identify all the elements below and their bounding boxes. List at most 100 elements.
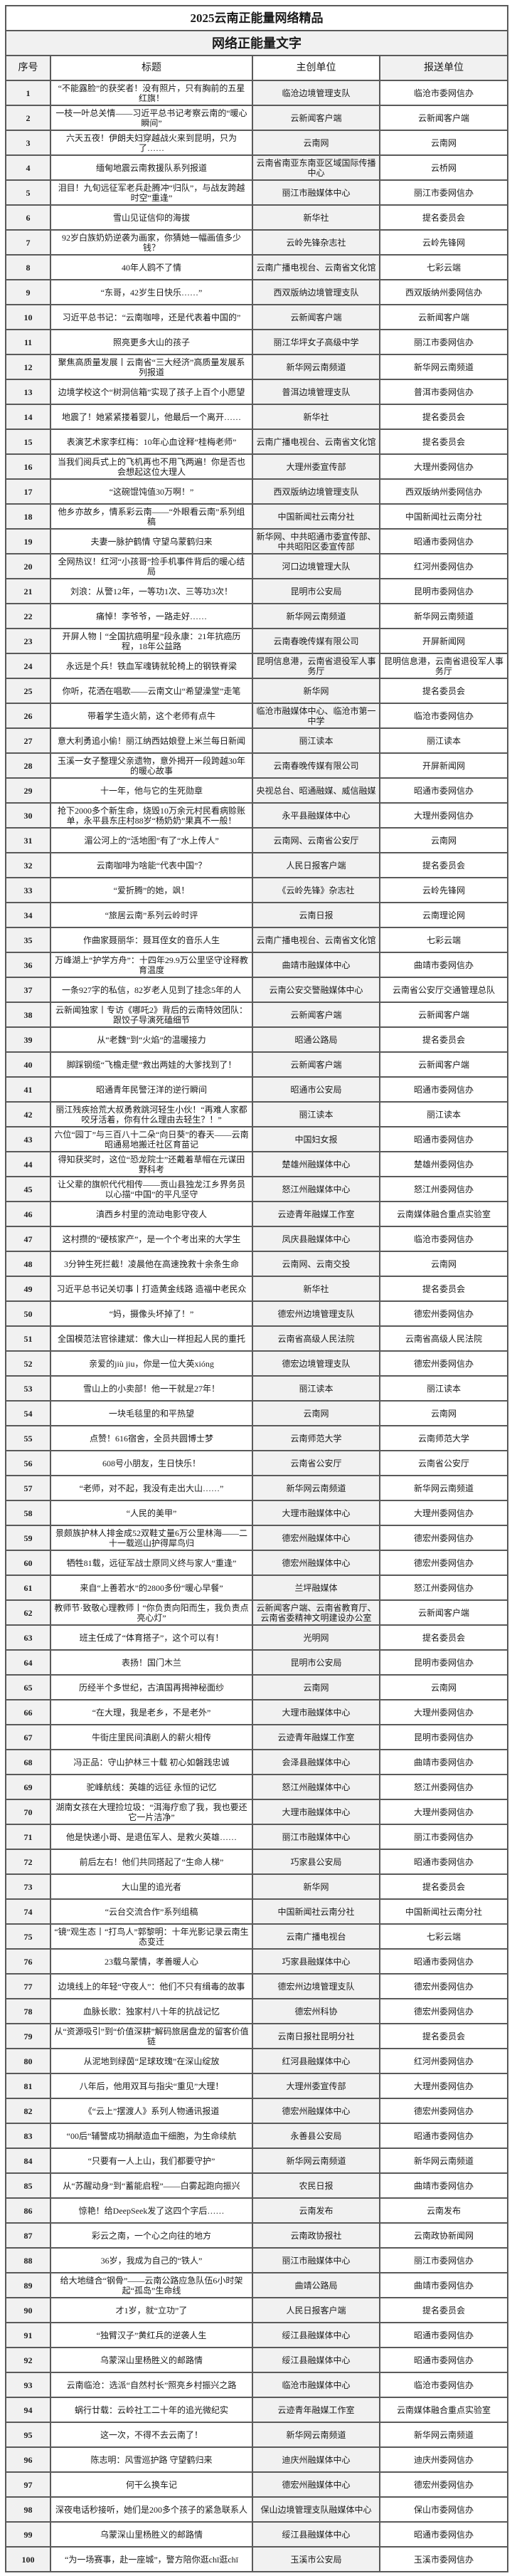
table-row: 75 “镜”观生态丨“打鸟人”郭黎明：十年光影记录云南生态变迁 云南广播电视台 七彩云… — [5, 1923, 508, 1950]
row-creator: 云南广播电视台、云南省文化馆 — [252, 927, 380, 953]
table-row: 11 照亮更多大山的孩子 丽江华坪女子高级中学 丽江市委网信办 — [5, 329, 508, 355]
row-submitter: 云南省公安厅交通管理总队 — [379, 977, 508, 1003]
row-number: 11 — [5, 329, 51, 355]
table-row: 92 乌蒙深山里杨胜义的邮路情 绥江县融媒体中心 昭通市委网信办 — [5, 2347, 508, 2373]
table-row: 54 一块毛毯里的和平热望 云南网 云南网 — [5, 1400, 508, 1426]
table-row: 81 八年后，他用双耳与指尖“重见”大理！ 大理州委宣传部 大理州委网信办 — [5, 2073, 508, 2099]
row-creator: 普洱边境管理支队 — [252, 379, 380, 405]
row-submitter: 新华网云南频道 — [379, 603, 508, 629]
row-title: 湄公河上的“活地图”有了“水上传人” — [50, 827, 253, 853]
row-title: “只要有一人上山，我们都要守护” — [50, 2147, 253, 2174]
table-row: 59 景颇族护林人排金成52双鞋丈量6万公里林海——二十一载巡山护得犀鸟归 德宏州融… — [5, 1525, 508, 1551]
table-row: 51 全国模范法官徐建斌：像大山一样担起人民的重托 云南省高级人民法院 云南省高级人民… — [5, 1325, 508, 1352]
table-row: 4 缅甸地震云南救援队系列报道 云南省南亚东南亚区域国际传播中心 云桥网 — [5, 154, 508, 181]
table-row: 10 习近平总书记：“云南咖啡，还是代表着中国的” 云新闻客户端 云新闻客户端 — [5, 304, 508, 330]
row-submitter: 玉溪市委网信办 — [379, 2546, 508, 2572]
table-row: 17 “这碗馄饨值30万啊！” 西双版纳边境管理支队 西双版纳州委网信办 — [5, 478, 508, 505]
row-number: 58 — [5, 1500, 51, 1526]
row-creator: 临沧边境管理支队 — [252, 80, 380, 106]
row-number: 12 — [5, 354, 51, 380]
row-creator: 丽江市融媒体中心 — [252, 179, 380, 206]
row-creator: 丽江读本 — [252, 727, 380, 754]
row-title: 他是快递小哥、是退伍军人、是救火英雄…… — [50, 1824, 253, 1850]
row-creator: 云南省公安厅 — [252, 1450, 380, 1476]
row-title: 23载乌蒙情，孝善暖人心 — [50, 1948, 253, 1975]
row-creator: 绥江县融媒体中心 — [252, 2521, 380, 2548]
row-submitter: 提名委员会 — [379, 404, 508, 430]
table-row: 95 这一次，不得不去云南了！ 新华网云南频道 新华网云南频道 — [5, 2422, 508, 2448]
row-number: 81 — [5, 2073, 51, 2099]
row-creator: 云岭先锋杂志社 — [252, 229, 380, 256]
row-creator: 新华社 — [252, 404, 380, 430]
table-row: 98 深夜电话秒接听，她们是200多个孩子的紧急联系人 保山边境管理支队融媒体中心保… — [5, 2496, 508, 2523]
row-creator: 新华网云南频道 — [252, 354, 380, 380]
row-creator: 云南政协报社 — [252, 2222, 380, 2249]
row-submitter: 临沧市委网信办 — [379, 2372, 508, 2398]
row-title: 八年后，他用双耳与指尖“重见”大理！ — [50, 2073, 253, 2099]
row-title: 这村攒的“硬核家产”，是一个个考出来的大学生 — [50, 1226, 253, 1252]
row-creator: 兰坪融媒体 — [252, 1574, 380, 1601]
row-creator: 丽江市融媒体中心 — [252, 2247, 380, 2273]
row-submitter: 提名委员会 — [379, 1624, 508, 1651]
row-creator: 昆明市公安局 — [252, 578, 380, 604]
row-title: 从“苏醒动身”到“蓄能启程”——白雾起跑向振兴 — [50, 2172, 253, 2199]
title-row: 2025云南正能量网络精品 — [5, 5, 508, 31]
row-creator: 云南省南亚东南亚区域国际传播中心 — [252, 154, 380, 181]
row-number: 65 — [5, 1674, 51, 1700]
row-number: 94 — [5, 2397, 51, 2423]
row-submitter: 云南政协新闻网 — [379, 2222, 508, 2249]
subtitle-row: 网络正能量文字 — [5, 30, 508, 56]
row-creator: 云南春晚传媒有限公司 — [252, 752, 380, 779]
table-row: 47 这村攒的“硬核家产”，是一个个考出来的大学生 凤庆县融媒体中心 临沧市委网信办 — [5, 1226, 508, 1252]
table-row: 65 历经半个多世纪，古滇国再揭神秘面纱 云南网 云南网 — [5, 1674, 508, 1700]
row-title: 从“老魏”到“火焰”的温暖接力 — [50, 1026, 253, 1053]
row-title: 一块毛毯里的和平热望 — [50, 1400, 253, 1426]
table-row: 5 泪目！九旬远征军老兵赴腾冲“归队”，与战友跨越时空“重逢” 丽江市融媒体中心 丽江… — [5, 179, 508, 206]
row-title: 云南临沧：选派“自然村长”照亮乡村振兴之路 — [50, 2372, 253, 2398]
row-creator: 云南日报社昆明分社 — [252, 2023, 380, 2049]
row-title: 习近平总书记：“云南咖啡，还是代表着中国的” — [50, 304, 253, 330]
row-number: 97 — [5, 2471, 51, 2498]
table-row: 44 得知获奖时，这位“恐龙院士”还戴着草帽在元谋田野科考 楚雄州融媒体中心 楚雄州委… — [5, 1151, 508, 1177]
row-creator: 央视总台、昭通融媒、威信融媒 — [252, 777, 380, 804]
table-row: 79 从“资源吸引”到“价值深耕”解码旅居盘龙的留客价值链 云南日报社昆明分社 提名委… — [5, 2023, 508, 2049]
row-title: 意大利勇追小偷！丽江纳西姑娘登上米兰每日新闻 — [50, 727, 253, 754]
row-submitter: 丽江读本 — [379, 1375, 508, 1402]
row-creator: 人民日报客户端 — [252, 852, 380, 878]
row-number: 60 — [5, 1550, 51, 1576]
row-submitter: 昭通市委网信办 — [379, 2347, 508, 2373]
row-submitter: 云新闻客户端 — [379, 304, 508, 330]
row-number: 5 — [5, 179, 51, 206]
row-title: “老师，对不起，我没有走出大山……” — [50, 1475, 253, 1501]
row-submitter: 新华网云南频道 — [379, 2422, 508, 2448]
row-creator: 西双版纳边境管理支队 — [252, 478, 380, 505]
row-submitter: 云岭先锋网 — [379, 877, 508, 903]
row-submitter: 提名委员会 — [379, 678, 508, 704]
row-number: 46 — [5, 1201, 51, 1227]
row-submitter: 提名委员会 — [379, 1026, 508, 1053]
table-row: 22 痛悼！李爷爷，一路走好…… 新华网云南频道 新华网云南频道 — [5, 603, 508, 629]
row-creator: 大理市融媒体中心 — [252, 1799, 380, 1825]
row-submitter: 云南师范大学 — [379, 1425, 508, 1451]
row-creator: 德宏州融媒体中心 — [252, 2098, 380, 2124]
row-number: 40 — [5, 1051, 51, 1078]
row-submitter: 新华网云南频道 — [379, 354, 508, 380]
row-creator: 德宏州融媒体中心 — [252, 2471, 380, 2498]
column-header-row: 序号 标题 主创单位 报送单位 — [5, 55, 508, 81]
column-header-number: 序号 — [5, 55, 51, 81]
row-number: 62 — [5, 1599, 51, 1626]
table-row: 74 “云台交流合作”系列组稿 中国新闻社云南分社 中国新闻社云南分社 — [5, 1898, 508, 1925]
row-title: 冯正品：守山护林三十载 初心如磐践忠诚 — [50, 1749, 253, 1775]
row-number: 29 — [5, 777, 51, 804]
row-number: 28 — [5, 752, 51, 779]
row-number: 22 — [5, 603, 51, 629]
row-number: 36 — [5, 952, 51, 978]
row-title: 边境线上的年轻“守夜人”：他们不只有缉毒的故事 — [50, 1973, 253, 1999]
table-row: 100 “为一场赛事，赴一座城”，警方陪你逛chī逛chī 玉溪市公安局 玉溪市委网信… — [5, 2546, 508, 2572]
row-number: 90 — [5, 2297, 51, 2323]
row-submitter: 云新闻客户端 — [379, 1002, 508, 1028]
row-submitter: 云南网 — [379, 827, 508, 853]
row-creator: 绥江县融媒体中心 — [252, 2322, 380, 2348]
row-creator: 云迹青年融媒工作室 — [252, 1201, 380, 1227]
row-title: 深夜电话秒接听，她们是200多个孩子的紧急联系人 — [50, 2496, 253, 2523]
